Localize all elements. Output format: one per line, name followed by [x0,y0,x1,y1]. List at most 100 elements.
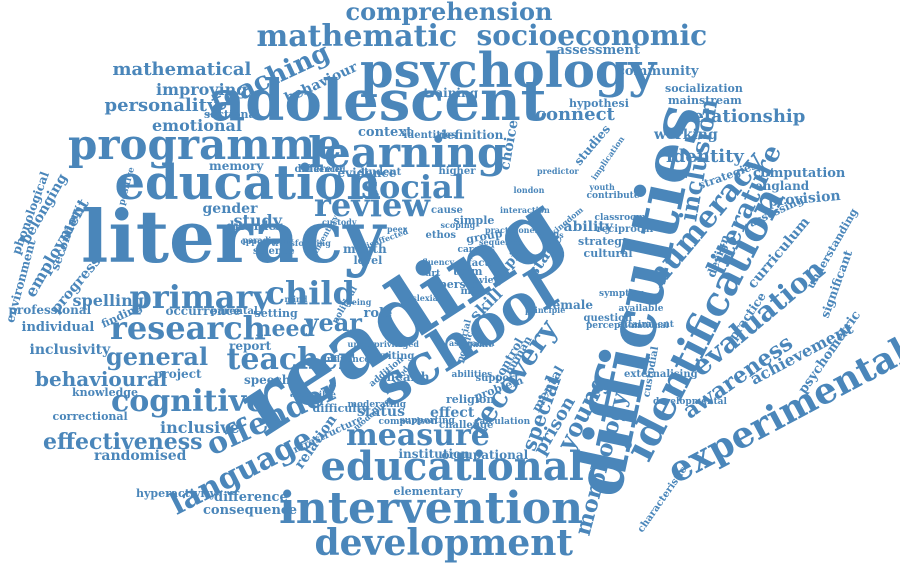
cloud-word: sectional [204,107,260,121]
cloud-word: inclusivity [29,342,111,358]
cloud-word: child [265,274,355,312]
cloud-word: working [654,127,718,143]
cloud-word: effect [430,405,475,421]
cloud-word: mathematic [256,19,458,54]
cloud-word: ability [563,219,613,235]
cloud-word: training [423,86,479,100]
cloud-word: moderating [347,399,407,410]
cloud-word: england [755,179,810,193]
cloud-word: health [386,370,430,384]
cloud-word: attainment [618,319,674,330]
cloud-word: memory [209,159,264,173]
cloud-word: symptom [599,288,645,299]
cloud-word: underprivileged [347,339,419,349]
cloud-word: person [439,277,482,291]
cloud-word: speech [244,373,291,387]
cloud-word: setting [254,306,298,320]
cloud-word: teacher [226,342,354,377]
cloud-word: principle [525,305,566,315]
cloud-word: occupational [441,448,529,462]
cloud-word: practitioner [485,225,539,235]
cloud-word: religion [446,392,495,406]
cloud-word: predictor [537,166,579,176]
cloud-word: measure [346,418,490,453]
cloud-word: scoping [440,220,476,230]
cloud-word: disorder [226,219,283,233]
cloud-word: inclusive [160,418,240,437]
cloud-word: difficulty [312,401,368,415]
cloud-word: institution [398,447,470,461]
cloud-word: consequence [203,502,298,518]
cloud-word: spelling [72,291,144,310]
cloud-word: emotional [152,116,242,135]
cloud-word: custody [322,217,357,227]
cloud-word: hyperactivity [136,486,217,500]
cloud-word: developmental [653,396,727,407]
cloud-word: difference [214,489,288,505]
cloud-word: report [229,339,272,353]
cloud-word: level [353,253,383,267]
cloud-word: support [475,373,519,384]
cloud-word: mathematical [112,59,252,80]
cloud-word: term [453,264,483,278]
cloud-word: cause [431,205,463,216]
cloud-word: fluency [422,257,455,267]
cloud-word: sequence [479,237,521,247]
cloud-word: educational [320,443,584,490]
cloud-word: abilities [451,369,493,380]
cloud-word: relationship [683,106,806,127]
cloud-word: art [425,268,441,279]
cloud-word: professional [8,303,92,317]
cloud-word: available [618,303,664,314]
cloud-word: programme [68,120,342,169]
cloud-word: classroom [594,212,646,223]
cloud-word: youth [589,182,615,192]
cloud-word: community [617,63,699,79]
cloud-word: game [466,339,494,350]
cloud-word: individual [21,319,95,335]
cloud-word: socialization [665,81,743,95]
cloud-word: externalising [624,369,698,380]
cloud-word: perception [586,320,641,331]
cloud-word: supporting [399,415,455,426]
cloud-word: reciprocal [596,224,654,235]
cloud-word: challenge [439,420,494,431]
cloud-word: more [460,286,490,297]
cloud-word: connect [535,104,615,125]
cloud-word: general [106,342,209,371]
cloud-word: interaction [500,205,550,215]
cloud-word: randomised [94,448,187,464]
cloud-word: adolescent [209,68,547,134]
cloud-word: correctional [52,409,128,423]
cloud-word: project [154,367,202,381]
cloud-word: influenced [298,164,346,174]
cloud-word: study [233,211,283,230]
cloud-word: factor [467,258,501,269]
cloud-word: paradigm [242,235,286,245]
cloud-word: social [361,168,465,206]
cloud-word: development [314,522,574,564]
cloud-word: computation [753,165,846,181]
cloud-word: occurrence [165,304,241,318]
cloud-word: question [583,313,633,324]
cloud-word: calculation [474,416,531,427]
cloud-word: careers [457,244,495,255]
cloud-word: london [513,185,545,195]
cloud-word: mainstream [668,93,742,107]
cloud-word: aspiration [449,338,495,348]
cloud-word: simple [453,213,495,227]
cloud-word: learning [308,128,507,177]
cloud-word: identity [666,146,744,167]
cloud-word: peer [387,224,407,234]
cloud-word: improving [156,80,248,99]
cloud-word: behavioural [35,367,168,391]
cloud-word: literacy [81,194,386,279]
cloud-word: definition [438,128,504,142]
cloud-word: primary [129,278,271,316]
cloud-word: need [255,316,315,342]
cloud-word: characteristic [635,464,690,535]
cloud-word: ethos [425,230,457,241]
cloud-word: evidence [337,166,397,180]
cloud-word: writing [374,351,415,362]
